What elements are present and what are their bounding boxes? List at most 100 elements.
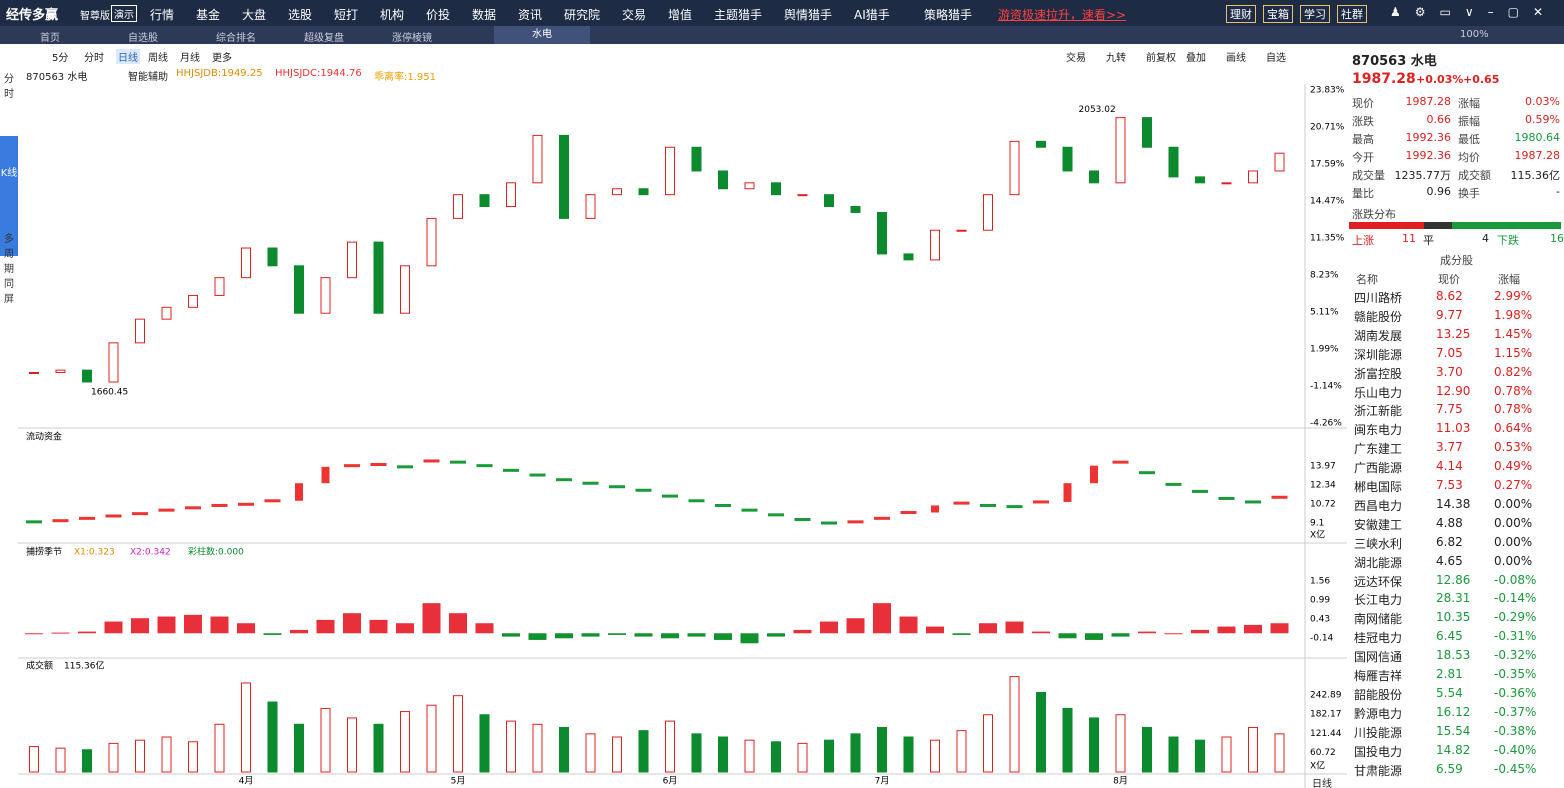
table-cell[interactable]: 安徽建工 (1354, 517, 1403, 532)
volume-bar (1274, 733, 1285, 773)
candle (903, 253, 914, 261)
menu-item[interactable]: 舆情猎手 (784, 8, 833, 22)
menu-item[interactable]: 机构 (380, 8, 405, 22)
candle (29, 371, 39, 374)
flow-bar (158, 508, 175, 512)
table-cell[interactable]: 黔源电力 (1354, 706, 1403, 721)
menu-item[interactable]: 行情 (150, 8, 175, 22)
quote-cell: 0.59% (1525, 113, 1560, 126)
menu-item[interactable]: 短打 (334, 8, 359, 22)
tab[interactable]: 超级复盘 (304, 33, 344, 44)
toolbar-button[interactable]: 更多 (212, 53, 232, 64)
toolbar-button[interactable]: 周线 (148, 53, 168, 64)
table-cell: 4.65 (1436, 553, 1463, 568)
toolbar-button[interactable]: 前复权 (1146, 53, 1176, 64)
table-cell[interactable]: 国投电力 (1354, 744, 1403, 759)
toolbar-button[interactable]: 自选 (1266, 53, 1286, 64)
menu-item[interactable]: 增值 (668, 8, 693, 22)
volume-bar (585, 733, 596, 773)
table-cell: 6.45 (1436, 629, 1463, 644)
flow-bar (529, 473, 546, 477)
table-cell[interactable]: 乐山电力 (1354, 385, 1403, 400)
menu-item[interactable]: 数据 (472, 8, 497, 22)
table-cell[interactable]: 梅雁吉祥 (1354, 669, 1403, 683)
flow-bar (609, 485, 625, 489)
table-cell[interactable]: 浙江新能 (1354, 404, 1403, 419)
side-tab[interactable]: 多周期同屏 (4, 234, 14, 305)
quote-cell: 1992.36 (1405, 149, 1452, 162)
flow-bar (768, 513, 784, 517)
table-cell[interactable]: 郴电国际 (1354, 480, 1403, 494)
volume-bar (188, 741, 198, 773)
table-cell[interactable]: 南网储能 (1354, 612, 1403, 627)
table-cell[interactable]: 浙富控股 (1354, 366, 1403, 381)
menu-item[interactable]: 价投 (426, 8, 451, 22)
toolbar-button[interactable]: 分时 (84, 53, 104, 64)
top-button[interactable]: 社群 (1337, 5, 1367, 23)
toolbar-button[interactable]: 叠加 (1186, 53, 1206, 64)
table-header: 名称 (1356, 273, 1378, 286)
top-button[interactable]: 学习 (1300, 5, 1330, 23)
table-cell[interactable]: 韶能股份 (1354, 687, 1403, 702)
top-button[interactable]: 宝箱 (1263, 5, 1293, 23)
table-cell[interactable]: 甘肃能源 (1354, 763, 1403, 778)
flow-bar (79, 516, 95, 520)
table-cell[interactable]: 广东建工 (1354, 442, 1403, 457)
tab[interactable]: 自选股 (128, 33, 158, 44)
table-cell[interactable]: 湖南发展 (1354, 328, 1403, 343)
table-cell[interactable]: 国网信通 (1354, 650, 1403, 665)
tab[interactable]: 涨停棱镜 (392, 33, 432, 44)
table-cell[interactable]: 桂冠电力 (1354, 631, 1403, 646)
toolbar-button[interactable]: 交易 (1066, 53, 1086, 64)
side-tab[interactable]: 分时 (4, 74, 14, 100)
menu-item[interactable]: 策略猎手 (924, 8, 973, 22)
table-cell[interactable]: 广西能源 (1354, 461, 1403, 476)
toolbar-button[interactable]: 画线 (1226, 53, 1246, 64)
table-cell: 15.54 (1436, 723, 1471, 738)
osc-bar (131, 618, 149, 634)
menu-item[interactable]: 研究院 (564, 8, 601, 22)
toolbar-button[interactable]: 九转 (1106, 53, 1126, 64)
menu-item[interactable]: 选股 (288, 8, 313, 22)
toolbar-button[interactable]: 5分 (52, 53, 69, 64)
tab[interactable]: 首页 (40, 33, 60, 44)
menu-item[interactable]: 资讯 (518, 8, 543, 22)
flow-bar (1192, 489, 1208, 493)
menu-item[interactable]: 大盘 (242, 8, 267, 22)
osc-bar (263, 633, 282, 635)
table-cell[interactable]: 西昌电力 (1354, 498, 1403, 513)
dist-bar (1451, 222, 1561, 229)
table-cell: -0.38% (1494, 723, 1537, 738)
table-cell[interactable]: 长江电力 (1354, 593, 1403, 608)
table-cell[interactable]: 深圳能源 (1354, 347, 1403, 362)
table-cell[interactable]: 四川路桥 (1354, 291, 1403, 305)
table-cell[interactable]: 远达环保 (1354, 574, 1403, 589)
tab-bar (0, 26, 1564, 44)
table-cell: 0.64% (1494, 421, 1533, 436)
osc-bar (873, 603, 891, 634)
menu-item[interactable]: 交易 (622, 8, 647, 22)
menu-item[interactable]: 基金 (196, 8, 221, 22)
toolbar-button[interactable]: 月线 (180, 53, 200, 64)
dist-label: 下跌 (1497, 234, 1519, 247)
osc-bar (449, 613, 467, 634)
table-cell[interactable]: 川投能源 (1354, 725, 1403, 740)
menu-item[interactable]: AI猎手 (854, 8, 890, 22)
menu-item[interactable]: 主题猎手 (714, 8, 763, 22)
tab-active[interactable]: 水电 (494, 26, 590, 44)
promo[interactable]: 游资极速拉升，速看>> (998, 8, 1127, 22)
y-tick-label: 60.72 (1310, 748, 1336, 758)
tab[interactable]: 综合排名 (216, 33, 256, 44)
table-cell[interactable]: 湖北能源 (1354, 555, 1403, 570)
flow-bar (794, 518, 811, 522)
table-cell[interactable]: 闽东电力 (1354, 423, 1403, 438)
side-tab[interactable]: K线 (0, 136, 18, 256)
toolbar-button[interactable]: 日线 (116, 49, 140, 64)
quote-cell: - (1556, 185, 1560, 198)
panel-title: 成交额 (26, 660, 53, 672)
table-cell: 0.00% (1494, 515, 1533, 530)
top-button[interactable]: 理财 (1226, 5, 1256, 23)
table-cell[interactable]: 赣能股份 (1354, 309, 1403, 324)
table-cell[interactable]: 三峡水利 (1354, 536, 1403, 551)
y-tick-label: 23.83% (1310, 86, 1345, 96)
